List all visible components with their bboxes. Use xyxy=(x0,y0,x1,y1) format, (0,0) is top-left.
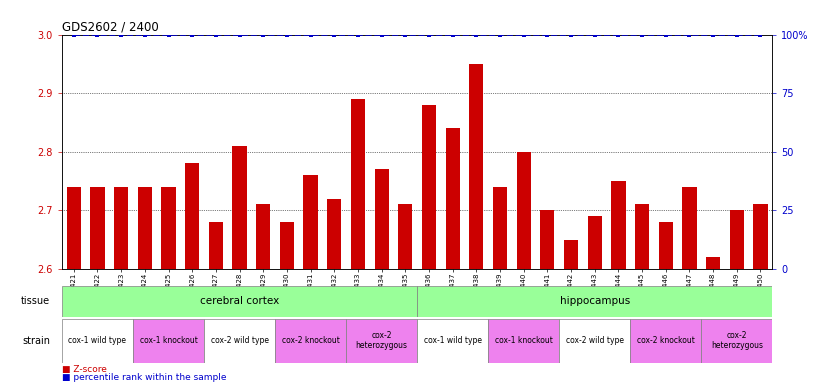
Bar xyxy=(516,152,531,269)
Bar xyxy=(417,286,772,317)
Bar xyxy=(209,222,223,269)
Bar xyxy=(185,164,199,269)
Bar xyxy=(133,319,204,363)
Text: tissue: tissue xyxy=(21,296,50,306)
Bar xyxy=(90,187,105,269)
Bar xyxy=(346,319,417,363)
Text: cox-1 knockout: cox-1 knockout xyxy=(140,336,197,345)
Bar xyxy=(161,187,176,269)
Bar xyxy=(682,187,696,269)
Bar xyxy=(587,216,602,269)
Bar xyxy=(256,204,270,269)
Text: cox-2 knockout: cox-2 knockout xyxy=(637,336,695,345)
Bar xyxy=(635,204,649,269)
Bar xyxy=(67,187,81,269)
Bar xyxy=(138,187,152,269)
Bar xyxy=(559,319,630,363)
Text: cox-2 wild type: cox-2 wild type xyxy=(211,336,268,345)
Text: cox-1 wild type: cox-1 wild type xyxy=(69,336,126,345)
Text: hippocampus: hippocampus xyxy=(559,296,630,306)
Text: cox-2 knockout: cox-2 knockout xyxy=(282,336,339,345)
Bar xyxy=(445,128,460,269)
Bar xyxy=(658,222,673,269)
Bar xyxy=(398,204,412,269)
Bar xyxy=(493,187,507,269)
Bar xyxy=(62,319,133,363)
Bar xyxy=(351,99,365,269)
Text: cox-1 wild type: cox-1 wild type xyxy=(424,336,482,345)
Bar xyxy=(114,187,128,269)
Text: cox-2 wild type: cox-2 wild type xyxy=(566,336,624,345)
Bar xyxy=(630,319,701,363)
Bar xyxy=(706,257,720,269)
Bar xyxy=(422,105,436,269)
Bar xyxy=(729,210,744,269)
Bar xyxy=(303,175,318,269)
Text: cerebral cortex: cerebral cortex xyxy=(200,296,279,306)
Bar xyxy=(204,319,275,363)
Bar xyxy=(753,204,767,269)
Text: cox-2
heterozygous: cox-2 heterozygous xyxy=(356,331,407,351)
Text: GDS2602 / 2400: GDS2602 / 2400 xyxy=(62,20,159,33)
Bar xyxy=(417,319,488,363)
Bar xyxy=(564,240,578,269)
Text: cox-1 knockout: cox-1 knockout xyxy=(495,336,553,345)
Text: ■ Z-score: ■ Z-score xyxy=(62,365,107,374)
Bar xyxy=(469,64,483,269)
Bar xyxy=(611,181,625,269)
Bar xyxy=(540,210,554,269)
Bar xyxy=(327,199,341,269)
Bar xyxy=(280,222,294,269)
Bar xyxy=(488,319,559,363)
Bar xyxy=(62,286,417,317)
Text: ■ percentile rank within the sample: ■ percentile rank within the sample xyxy=(62,373,226,382)
Text: strain: strain xyxy=(22,336,50,346)
Text: cox-2
heterozygous: cox-2 heterozygous xyxy=(711,331,762,351)
Bar xyxy=(374,169,389,269)
Bar xyxy=(275,319,346,363)
Bar xyxy=(701,319,772,363)
Bar xyxy=(232,146,247,269)
